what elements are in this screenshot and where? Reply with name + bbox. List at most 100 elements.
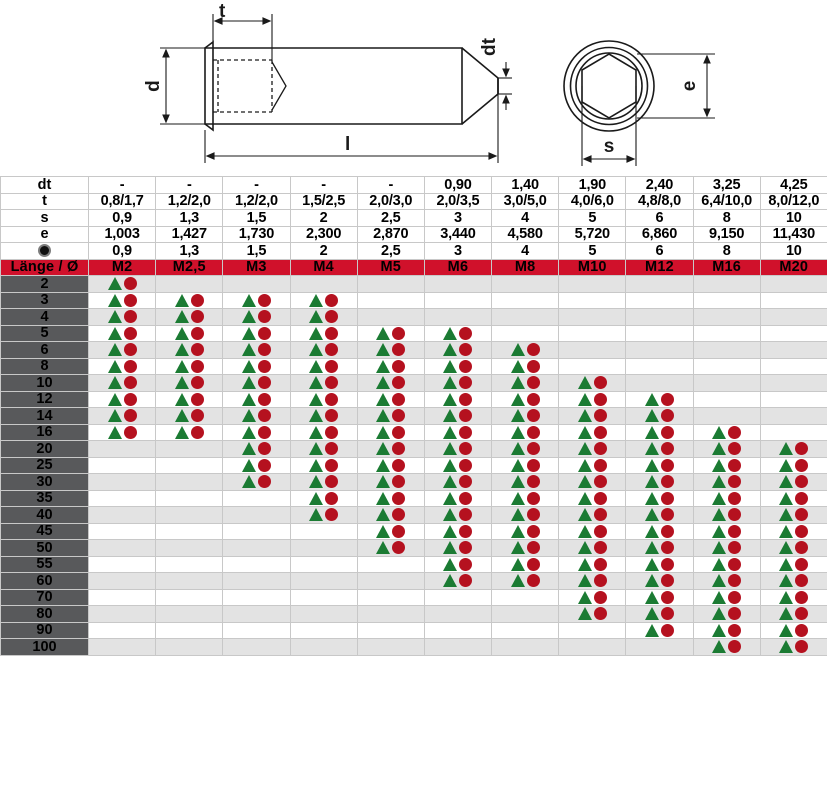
cell-55-M12[interactable] [625, 555, 694, 573]
cell-14-M8[interactable] [491, 407, 560, 425]
cell-45-M10[interactable] [558, 522, 627, 540]
cell-25-M5[interactable] [356, 456, 425, 474]
cell-2-M2[interactable] [87, 275, 157, 293]
cell-50-M16[interactable] [692, 539, 761, 557]
cell-10-M3[interactable] [222, 374, 291, 392]
cell-90-M16[interactable] [692, 621, 761, 639]
cell-40-M8[interactable] [491, 506, 560, 524]
cell-35-M12[interactable] [625, 489, 694, 507]
cell-10-M2-5[interactable] [155, 374, 224, 392]
cell-70-M16[interactable] [692, 588, 761, 606]
cell-3-M2-5[interactable] [155, 291, 224, 309]
cell-25-M8[interactable] [491, 456, 560, 474]
cell-55-M8[interactable] [491, 555, 560, 573]
cell-20-M20[interactable] [759, 440, 827, 458]
cell-35-M5[interactable] [356, 489, 425, 507]
cell-14-M5[interactable] [356, 407, 425, 425]
cell-20-M10[interactable] [558, 440, 627, 458]
cell-50-M5[interactable] [356, 539, 425, 557]
cell-20-M12[interactable] [625, 440, 694, 458]
column-header-M2-5[interactable]: M2,5 [155, 258, 224, 276]
cell-20-M5[interactable] [356, 440, 425, 458]
cell-6-M4[interactable] [289, 341, 358, 359]
cell-30-M6[interactable] [423, 473, 493, 491]
cell-70-M12[interactable] [625, 588, 694, 606]
cell-60-M10[interactable] [558, 572, 627, 590]
cell-80-M16[interactable] [692, 605, 761, 623]
cell-35-M10[interactable] [558, 489, 627, 507]
column-header-M4[interactable]: M4 [289, 258, 358, 276]
cell-12-M4[interactable] [289, 390, 358, 408]
cell-45-M20[interactable] [759, 522, 827, 540]
cell-55-M16[interactable] [692, 555, 761, 573]
cell-6-M3[interactable] [222, 341, 291, 359]
cell-8-M8[interactable] [491, 357, 560, 375]
cell-40-M5[interactable] [356, 506, 425, 524]
cell-60-M8[interactable] [491, 572, 560, 590]
cell-50-M8[interactable] [491, 539, 560, 557]
column-header-M16[interactable]: M16 [692, 258, 761, 276]
cell-25-M6[interactable] [423, 456, 493, 474]
cell-40-M12[interactable] [625, 506, 694, 524]
cell-40-M16[interactable] [692, 506, 761, 524]
cell-30-M20[interactable] [759, 473, 827, 491]
cell-20-M3[interactable] [222, 440, 291, 458]
cell-25-M12[interactable] [625, 456, 694, 474]
cell-12-M2-5[interactable] [155, 390, 224, 408]
cell-12-M8[interactable] [491, 390, 560, 408]
cell-8-M3[interactable] [222, 357, 291, 375]
cell-6-M8[interactable] [491, 341, 560, 359]
cell-12-M2[interactable] [87, 390, 157, 408]
cell-30-M16[interactable] [692, 473, 761, 491]
cell-35-M16[interactable] [692, 489, 761, 507]
cell-20-M4[interactable] [289, 440, 358, 458]
column-header-M10[interactable]: M10 [558, 258, 627, 276]
column-header-M12[interactable]: M12 [625, 258, 694, 276]
cell-100-M16[interactable] [692, 638, 761, 656]
cell-30-M4[interactable] [289, 473, 358, 491]
cell-3-M3[interactable] [222, 291, 291, 309]
cell-80-M20[interactable] [759, 605, 827, 623]
cell-35-M4[interactable] [289, 489, 358, 507]
cell-10-M10[interactable] [558, 374, 627, 392]
cell-45-M8[interactable] [491, 522, 560, 540]
cell-45-M12[interactable] [625, 522, 694, 540]
cell-55-M20[interactable] [759, 555, 827, 573]
cell-90-M12[interactable] [625, 621, 694, 639]
cell-10-M2[interactable] [87, 374, 157, 392]
cell-10-M5[interactable] [356, 374, 425, 392]
cell-35-M8[interactable] [491, 489, 560, 507]
cell-50-M20[interactable] [759, 539, 827, 557]
cell-55-M6[interactable] [423, 555, 493, 573]
cell-70-M10[interactable] [558, 588, 627, 606]
cell-14-M2[interactable] [87, 407, 157, 425]
cell-14-M12[interactable] [625, 407, 694, 425]
cell-6-M6[interactable] [423, 341, 493, 359]
cell-6-M2-5[interactable] [155, 341, 224, 359]
cell-60-M6[interactable] [423, 572, 493, 590]
cell-30-M5[interactable] [356, 473, 425, 491]
cell-10-M4[interactable] [289, 374, 358, 392]
cell-60-M16[interactable] [692, 572, 761, 590]
cell-16-M10[interactable] [558, 423, 627, 441]
cell-16-M8[interactable] [491, 423, 560, 441]
cell-50-M6[interactable] [423, 539, 493, 557]
cell-12-M6[interactable] [423, 390, 493, 408]
cell-35-M20[interactable] [759, 489, 827, 507]
cell-12-M10[interactable] [558, 390, 627, 408]
cell-16-M2-5[interactable] [155, 423, 224, 441]
cell-3-M4[interactable] [289, 291, 358, 309]
column-header-M2[interactable]: M2 [87, 258, 157, 276]
cell-5-M2-5[interactable] [155, 324, 224, 342]
cell-45-M5[interactable] [356, 522, 425, 540]
cell-40-M4[interactable] [289, 506, 358, 524]
cell-12-M3[interactable] [222, 390, 291, 408]
cell-4-M4[interactable] [289, 308, 358, 326]
cell-60-M12[interactable] [625, 572, 694, 590]
cell-25-M10[interactable] [558, 456, 627, 474]
cell-55-M10[interactable] [558, 555, 627, 573]
cell-4-M3[interactable] [222, 308, 291, 326]
cell-80-M10[interactable] [558, 605, 627, 623]
cell-25-M16[interactable] [692, 456, 761, 474]
cell-14-M3[interactable] [222, 407, 291, 425]
